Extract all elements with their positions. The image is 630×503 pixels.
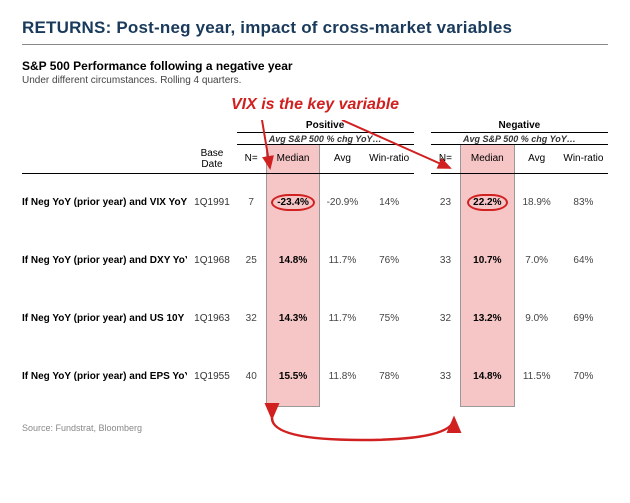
highlight-circle: -23.4% <box>271 194 315 211</box>
cell-median: 14.3% <box>266 290 319 348</box>
cell: 7.0% <box>514 232 559 290</box>
avg-header-pos: Avg S&P 500 % chg YoY… <box>237 133 414 145</box>
cell: 64% <box>559 232 608 290</box>
cell: 23 <box>431 173 461 232</box>
col-avg-neg: Avg <box>514 145 559 174</box>
cell-median: 14.8% <box>461 348 514 407</box>
cell: 7 <box>237 173 267 232</box>
cell: 9.0% <box>514 290 559 348</box>
cell-rowlabel: If Neg YoY (prior year) and VIX YoY <box>22 173 187 232</box>
gap-cell <box>414 290 431 348</box>
cell: 18.9% <box>514 173 559 232</box>
cell-base: 1Q1991 <box>187 173 236 232</box>
col-n-pos: N= <box>237 145 267 174</box>
source-text: Source: Fundstrat, Bloomberg <box>22 423 608 433</box>
col-win-pos: Win-ratio <box>365 145 414 174</box>
table-row: If Neg YoY (prior year) and US 10Y De1Q1… <box>22 290 608 348</box>
cell: 40 <box>237 348 267 407</box>
cell: 76% <box>365 232 414 290</box>
cell: 33 <box>431 232 461 290</box>
group-header-negative: Negative <box>431 120 608 133</box>
table-row: If Neg YoY (prior year) and EPS YoY1Q195… <box>22 348 608 407</box>
cell-median: 15.5% <box>266 348 319 407</box>
cell: 11.7% <box>320 290 365 348</box>
cell-median: 22.2% <box>461 173 514 232</box>
cell-base: 1Q1968 <box>187 232 236 290</box>
cell: -20.9% <box>320 173 365 232</box>
col-win-neg: Win-ratio <box>559 145 608 174</box>
gap-cell <box>414 173 431 232</box>
cell: 11.8% <box>320 348 365 407</box>
col-base: Base Date <box>187 145 236 174</box>
cell: 75% <box>365 290 414 348</box>
cell-median: 10.7% <box>461 232 514 290</box>
col-label <box>22 145 187 174</box>
highlight-circle: 22.2% <box>467 194 507 211</box>
cell: 32 <box>431 290 461 348</box>
cell-rowlabel: If Neg YoY (prior year) and EPS YoY <box>22 348 187 407</box>
cell-base: 1Q1963 <box>187 290 236 348</box>
cell: 69% <box>559 290 608 348</box>
cell-median: -23.4% <box>266 173 319 232</box>
table-row: If Neg YoY (prior year) and DXY YoY1Q196… <box>22 232 608 290</box>
gap-cell <box>414 232 431 290</box>
col-median-pos: Median <box>266 145 319 174</box>
table-row: If Neg YoY (prior year) and VIX YoY1Q199… <box>22 173 608 232</box>
col-median-neg: Median <box>461 145 514 174</box>
cell-rowlabel: If Neg YoY (prior year) and DXY YoY <box>22 232 187 290</box>
col-n-neg: N= <box>431 145 461 174</box>
cell: 83% <box>559 173 608 232</box>
gap-cell <box>414 348 431 407</box>
group-header-positive: Positive <box>237 120 414 133</box>
table-container: Positive Negative Avg S&P 500 % chg YoY…… <box>22 120 608 407</box>
subtitle: S&P 500 Performance following a negative… <box>22 59 608 73</box>
callout-text: VIX is the key variable <box>22 96 608 114</box>
page-title: RETURNS: Post-neg year, impact of cross-… <box>22 18 608 45</box>
cell: 78% <box>365 348 414 407</box>
returns-table: Positive Negative Avg S&P 500 % chg YoY…… <box>22 120 608 407</box>
cell: 11.5% <box>514 348 559 407</box>
cell: 11.7% <box>320 232 365 290</box>
cell-base: 1Q1955 <box>187 348 236 407</box>
subdesc: Under different circumstances. Rolling 4… <box>22 75 608 86</box>
cell-median: 14.8% <box>266 232 319 290</box>
cell-rowlabel: If Neg YoY (prior year) and US 10Y De <box>22 290 187 348</box>
cell: 14% <box>365 173 414 232</box>
cell: 33 <box>431 348 461 407</box>
avg-header-neg: Avg S&P 500 % chg YoY… <box>431 133 608 145</box>
cell: 25 <box>237 232 267 290</box>
col-avg-pos: Avg <box>320 145 365 174</box>
cell: 70% <box>559 348 608 407</box>
cell-median: 13.2% <box>461 290 514 348</box>
cell: 32 <box>237 290 267 348</box>
